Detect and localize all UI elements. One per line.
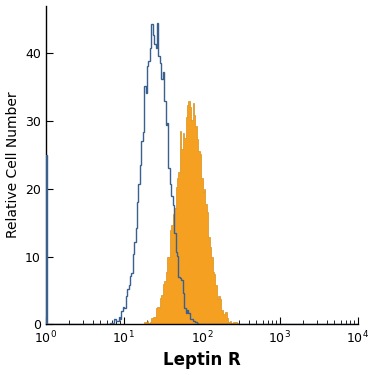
Y-axis label: Relative Cell Number: Relative Cell Number <box>6 92 20 238</box>
X-axis label: Leptin R: Leptin R <box>163 351 241 369</box>
